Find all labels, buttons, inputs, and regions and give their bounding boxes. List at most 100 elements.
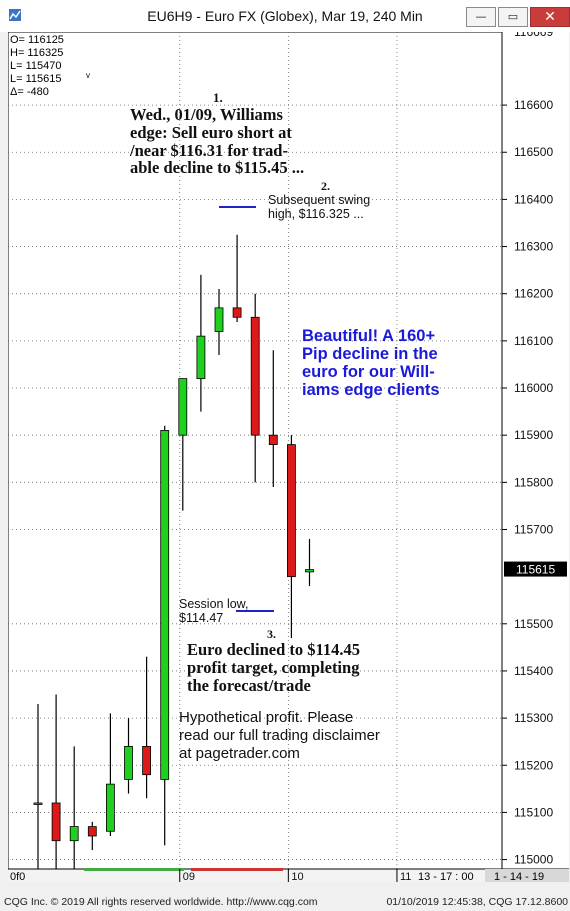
- status-footer: CQG Inc. © 2019 All rights reserved worl…: [0, 893, 570, 911]
- candle-body-up: [214, 307, 224, 332]
- candle-body-up: [33, 802, 43, 805]
- annotation-2-line: Subsequent swing: [268, 193, 370, 207]
- annotation-session-low: Session low, $114.47: [179, 597, 248, 625]
- annotation-5-line: Euro declined to $114.45: [187, 640, 360, 659]
- candle-body-down: [286, 444, 296, 578]
- session-label: 13 - 17 : 00: [418, 871, 474, 882]
- annotation-2-number: 2.: [321, 179, 330, 193]
- y-axis-panel: [502, 32, 569, 869]
- session-bar-red: [191, 868, 283, 871]
- annotation-entry: 1. Wed., 01/09, Williams edge: Sell euro…: [129, 90, 304, 177]
- x-tick-label: 10: [291, 871, 303, 882]
- annotation-disclaimer: Hypothetical profit. Please read our ful…: [179, 709, 380, 762]
- price-chart[interactable]: 116600 116500 116400 116300 116200 116100 1160…: [8, 32, 569, 882]
- candle-body-up: [106, 783, 115, 832]
- ohlc-last: L= 115615: [10, 73, 62, 85]
- ohlc-open: O= 116125: [10, 34, 64, 46]
- annotation-1-number: 1.: [213, 90, 223, 105]
- annotation-4-line: Session low,: [179, 597, 248, 611]
- y-tick-label: 115500: [514, 617, 553, 631]
- annotation-4-line: $114.47: [179, 611, 223, 625]
- candle: [160, 425, 170, 846]
- copyright-text: CQG Inc. © 2019 All rights reserved worl…: [4, 896, 318, 908]
- candle: [232, 234, 242, 323]
- candle-body-up: [196, 335, 206, 379]
- candle: [142, 656, 152, 799]
- annotation-1-line: edge: Sell euro short at: [130, 123, 292, 142]
- y-tick-label: 115800: [514, 475, 553, 489]
- window-title: EU6H9 - Euro FX (Globex), Mar 19, 240 Mi…: [147, 8, 423, 24]
- annotation-6-line: at pagetrader.com: [179, 745, 300, 762]
- y-tick-label: 115000: [514, 853, 553, 867]
- annotation-3-line: iams edge clients: [302, 381, 440, 399]
- annotation-2-line: high, $116.325 ...: [268, 207, 364, 221]
- candle-body-up: [178, 378, 188, 436]
- date-label-box: [485, 869, 569, 882]
- annotation-3-line: Pip decline in the: [302, 345, 438, 363]
- last-price-label: 115615: [516, 563, 555, 577]
- y-tick-label: 116100: [514, 334, 553, 348]
- candle: [214, 288, 224, 356]
- candle: [124, 718, 133, 794]
- ohlc-high: H= 116325: [10, 47, 63, 59]
- ohlc-marker: v: [86, 71, 90, 80]
- candle: [178, 378, 188, 511]
- annotation-beautiful: Beautiful! A 160+ Pip decline in the eur…: [302, 327, 440, 399]
- candle-body-down: [142, 745, 152, 776]
- y-tick-label: 115700: [514, 522, 553, 536]
- ohlc-box: O= 116125 H= 116325 L= 115470 L= 115615 …: [10, 34, 90, 98]
- candle: [87, 821, 97, 851]
- candle: [268, 350, 278, 488]
- date-label: 1 - 14 - 19: [494, 871, 544, 882]
- candle-body-down: [51, 802, 61, 842]
- x-axis-labels: 09 10 11: [179, 869, 411, 882]
- x-tick-label: 11: [400, 871, 411, 882]
- annotation-3-line: euro for our Will-: [302, 363, 435, 381]
- y-tick-label: 116600: [514, 98, 553, 112]
- candle: [250, 293, 260, 483]
- y-tick-label: 115900: [514, 428, 553, 442]
- y-axis: 116600 116500 116400 116300 116200 116100 1160…: [502, 32, 567, 867]
- candle-body-up: [69, 826, 79, 842]
- y-tick-label: 115300: [514, 711, 553, 725]
- last-price-box: [504, 561, 567, 577]
- y-tick-label: 116300: [514, 240, 553, 254]
- candle: [33, 703, 43, 869]
- y-tick-label: 115200: [514, 758, 553, 772]
- annotation-1-line: Wed., 01/09, Williams: [130, 105, 284, 124]
- candles: [33, 234, 314, 869]
- app-icon: [9, 9, 21, 21]
- y-tick-label: 116400: [514, 192, 553, 206]
- annotation-3-line: Beautiful! A 160+: [302, 327, 435, 345]
- x-tick-label: 09: [183, 871, 195, 882]
- ohlc-change: Δ= -480: [10, 86, 49, 98]
- candle-body-down: [87, 826, 97, 837]
- minimize-button[interactable]: —: [466, 7, 496, 27]
- annotation-swing-high: 2. Subsequent swing high, $116.325 ...: [268, 179, 370, 221]
- candle: [305, 538, 314, 587]
- candle: [51, 694, 61, 869]
- candle-body-down: [232, 307, 242, 318]
- annotation-5-number: 3.: [267, 627, 276, 641]
- timestamp-text: 01/10/2019 12:45:38, CQG 17.12.8600: [386, 896, 568, 908]
- candle-body-down: [268, 434, 278, 446]
- annotation-1-line: /near $116.31 for trad-: [129, 141, 288, 160]
- ohlc-low: L= 115470: [10, 60, 62, 72]
- session-bar-green: [84, 868, 184, 871]
- maximize-button[interactable]: ▭: [498, 7, 528, 27]
- y-tick-label: 116500: [514, 145, 553, 159]
- title-bar: EU6H9 - Euro FX (Globex), Mar 19, 240 Mi…: [0, 0, 570, 32]
- x-axis-left-label: 0f0: [10, 871, 25, 882]
- y-tick-label: 116200: [514, 287, 553, 301]
- annotation-6-line: Hypothetical profit. Please: [179, 709, 353, 726]
- y-tick-label-top: 116669: [514, 32, 553, 39]
- close-button[interactable]: ✕: [530, 7, 570, 27]
- y-tick-label: 116000: [514, 381, 553, 395]
- candle: [69, 746, 79, 869]
- candle-body-up: [124, 745, 133, 780]
- annotation-6-line: read our full trading disclaimer: [179, 727, 380, 744]
- candle-body-up: [160, 430, 170, 780]
- annotation-5-line: the forecast/trade: [187, 676, 311, 695]
- annotation-target: 3. Euro declined to $114.45 profit targe…: [187, 627, 360, 695]
- candle-body-up: [305, 569, 314, 573]
